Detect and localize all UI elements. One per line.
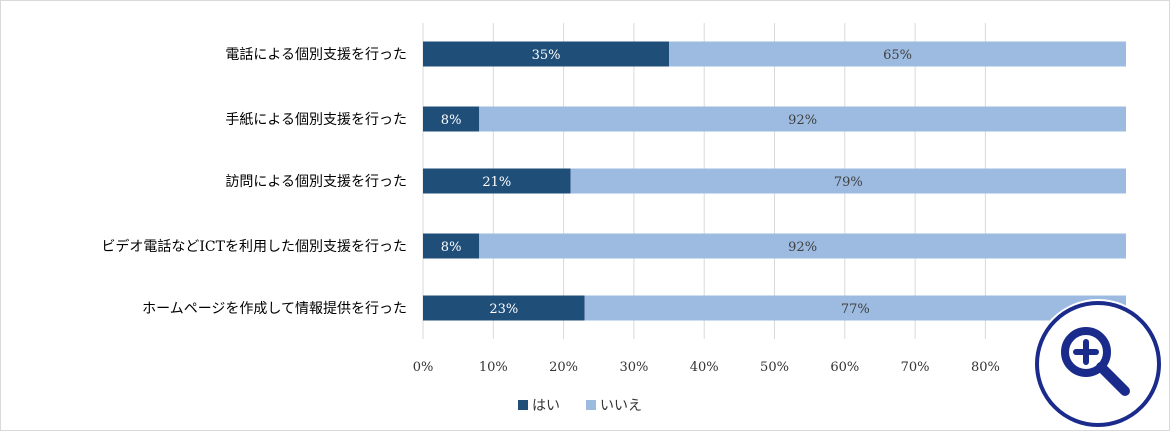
x-tick-label: 50% (760, 360, 789, 375)
x-tick-label: 40% (690, 360, 719, 375)
data-label: 92% (788, 240, 817, 255)
x-tick-label: 30% (619, 360, 648, 375)
bar-segment (584, 295, 1126, 321)
data-label: 35% (532, 48, 561, 63)
bar-segment (423, 168, 571, 194)
data-label: 8% (441, 240, 462, 255)
data-label: 8% (441, 113, 462, 128)
data-label: 79% (834, 175, 863, 190)
bar-segment (669, 41, 1126, 67)
legend-swatch (518, 400, 528, 410)
data-label: 21% (482, 175, 511, 190)
bars: 35% 65% 8% 92% 21% 79% 8% 92% 23% 77% (423, 41, 1126, 321)
x-tick-label: 0% (413, 360, 434, 375)
legend: はい いいえ (518, 398, 642, 414)
bar-segment (570, 168, 1126, 194)
bar-segment (479, 233, 1126, 259)
bar-segment (479, 106, 1126, 132)
x-tick-label: 20% (549, 360, 578, 375)
x-tick-label: 10% (479, 360, 508, 375)
zoom-button[interactable] (1033, 299, 1163, 429)
category-label: ホームページを作成して情報提供を行った (142, 301, 407, 317)
data-label: 65% (883, 48, 912, 63)
legend-label: いいえ (600, 398, 642, 414)
bar-segment (423, 295, 585, 321)
category-labels: 電話による個別支援を行った手紙による個別支援を行った訪問による個別支援を行ったビ… (101, 46, 407, 317)
bar-segment (423, 106, 480, 132)
zoom-in-icon (1035, 301, 1161, 427)
category-label: ビデオ電話などICTを利用した個別支援を行った (101, 238, 407, 255)
x-tick-label: 70% (901, 360, 930, 375)
data-label: 92% (788, 113, 817, 128)
category-label: 訪問による個別支援を行った (225, 174, 407, 190)
legend-label: はい (532, 398, 560, 414)
x-tick-label: 80% (971, 360, 1000, 375)
x-tick-label: 60% (830, 360, 859, 375)
bar-segment (423, 233, 480, 259)
data-label: 23% (489, 302, 518, 317)
bar-segment (423, 41, 670, 67)
category-label: 電話による個別支援を行った (225, 46, 407, 63)
x-tick-labels: 0% 10% 20% 30% 40% 50% 60% 70% 80% (413, 360, 1000, 375)
legend-swatch (586, 400, 596, 410)
category-label: 手紙による個別支援を行った (225, 112, 407, 128)
data-label: 77% (841, 302, 870, 317)
